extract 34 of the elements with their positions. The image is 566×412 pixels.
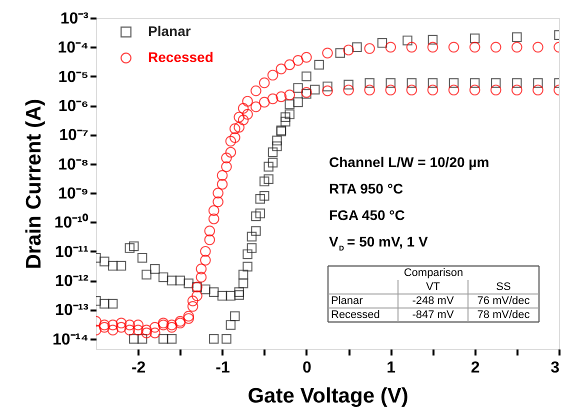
x-tick-label: 2 — [470, 360, 480, 376]
legend-label: Recessed — [148, 49, 214, 65]
annotation: VT — [426, 281, 440, 293]
y-tick-label: 10⁻⁷ — [59, 127, 88, 144]
annotation: 76 mV/dec — [477, 295, 530, 307]
x-tick-label: 3 — [550, 360, 560, 376]
x-axis-title: Gate Voltage (V) — [248, 384, 408, 408]
annotation: -248 mV — [412, 295, 454, 307]
x-tick-label: -1 — [216, 360, 230, 376]
annotation: RTA 950 °C — [329, 180, 404, 196]
y-tick-label: 10⁻⁹ — [58, 186, 88, 203]
y-tick-label: 10⁻⁸ — [58, 156, 88, 174]
y-tick-label: 10⁻⁶ — [58, 98, 88, 116]
annotation: SS — [496, 281, 511, 293]
legend-label: Planar — [148, 23, 192, 39]
x-tick-label: -2 — [131, 360, 146, 376]
annotation: Channel L/W = 10/20 µm — [329, 154, 490, 170]
annotation: 78 mV/dec — [477, 309, 530, 321]
annotation: -847 mV — [412, 309, 454, 321]
annotation: Recessed — [331, 309, 380, 321]
x-tick-label: 1 — [386, 360, 396, 376]
y-tick-label: 10⁻¹⁴ — [52, 331, 89, 348]
y-tick-label: 10⁻¹⁰ — [54, 214, 88, 232]
y-tick-label: 10⁻¹² — [55, 273, 88, 290]
y-axis-title: Drain Current (A) — [22, 98, 46, 270]
y-tick-label: 10⁻³ — [60, 10, 88, 28]
x-tick-label: 0 — [302, 360, 312, 376]
annotation: FGA 450 °C — [329, 207, 405, 223]
y-tick-label: 10⁻¹¹ — [55, 244, 88, 261]
y-tick-label: 10⁻⁴ — [58, 40, 89, 57]
annotation: Comparison — [404, 267, 464, 279]
y-tick-label: 10⁻⁵ — [58, 68, 88, 86]
y-tick-label: 10⁻¹³ — [55, 302, 88, 320]
annotation: Planar — [331, 295, 364, 307]
